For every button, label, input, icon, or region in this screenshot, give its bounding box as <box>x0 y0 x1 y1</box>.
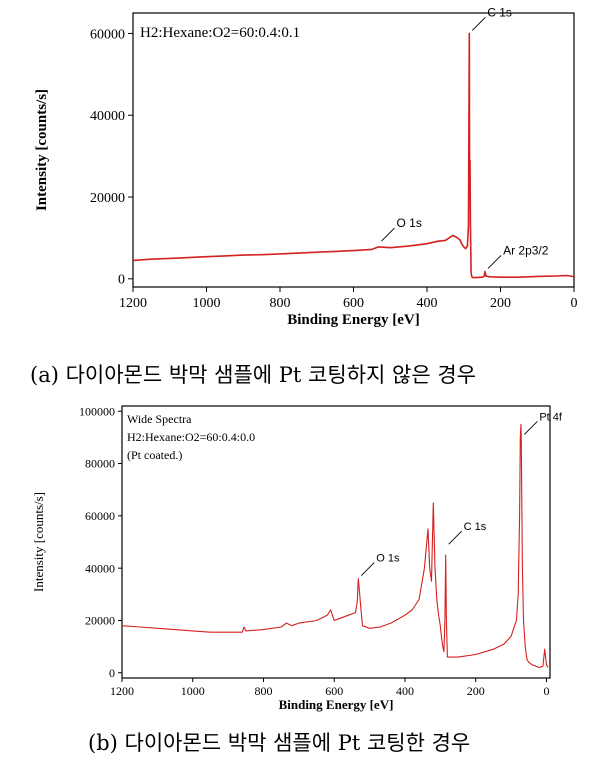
chart-b-peak-labels: Pt 4f C 1s O 1s <box>360 411 563 576</box>
x-tick-label: 0 <box>543 684 549 698</box>
y-tick-label: 20000 <box>90 191 125 206</box>
peak-leader-line <box>381 227 395 242</box>
peak-leader-line <box>524 421 538 435</box>
chart-b-series-line <box>121 423 549 669</box>
chart-a-y-ticks: 0 20000 40000 60000 <box>90 27 133 288</box>
peak-leader-line <box>360 562 375 576</box>
x-tick-label: 1200 <box>110 684 134 698</box>
x-tick-label: 400 <box>417 296 438 311</box>
peak-label: O 1s <box>376 553 400 565</box>
peak-leader-line <box>471 17 486 31</box>
chart-b-plot-frame <box>121 405 551 679</box>
chart-a-peak-labels: C 1s O 1s Ar 2p3/2 <box>381 5 549 269</box>
peak-leader-line <box>487 255 502 269</box>
x-tick-label: 400 <box>396 684 414 698</box>
x-tick-label: 0 <box>571 296 578 311</box>
y-tick-label: 0 <box>109 666 115 680</box>
y-tick-label: 60000 <box>85 509 115 523</box>
caption-b: (b) 다이아몬드 박막 샘플에 Pt 코팅한 경우 <box>88 731 470 755</box>
x-tick-label: 800 <box>270 296 291 311</box>
chart-a-series-line <box>132 32 575 279</box>
peak-label: C 1s <box>464 521 487 533</box>
caption-a: (a) 다이아몬드 박막 샘플에 Pt 코팅하지 않은 경우 <box>30 363 476 387</box>
chart-b-annotation-line: Wide Spectra <box>127 412 192 426</box>
y-tick-label: 40000 <box>90 109 125 124</box>
chart-a: 1200 1000 800 600 400 200 0 0 20000 40000 60000 C… <box>34 5 578 328</box>
chart-a-y-axis-label: Intensity [counts/s] <box>34 89 50 211</box>
y-tick-label: 60000 <box>90 27 125 42</box>
chart-a-x-ticks: 1200 1000 800 600 400 200 0 <box>119 287 578 311</box>
x-tick-label: 1000 <box>193 296 221 311</box>
peak-leader-line <box>448 530 462 545</box>
x-tick-label: 600 <box>325 684 343 698</box>
x-tick-label: 600 <box>343 296 364 311</box>
y-tick-label: 40000 <box>85 561 115 575</box>
x-tick-label: 1200 <box>119 296 147 311</box>
y-tick-label: 0 <box>118 273 125 288</box>
chart-b-x-ticks: 1200 1000 800 600 400 200 0 <box>110 678 549 698</box>
y-tick-label: 80000 <box>85 457 115 471</box>
x-tick-label: 1000 <box>181 684 205 698</box>
chart-b-annotation-line: (Pt coated.) <box>127 448 182 462</box>
peak-label: C 1s <box>487 5 512 19</box>
chart-b-y-axis-label: Intensity [counts/s] <box>31 492 46 592</box>
chart-b: 1200 1000 800 600 400 200 0 0 20000 40000 60000 80… <box>31 404 563 712</box>
chart-b-annotation-line: H2:Hexane:O2=60:0.4:0.0 <box>127 430 255 444</box>
x-tick-label: 200 <box>467 684 485 698</box>
y-tick-label: 100000 <box>79 404 115 418</box>
chart-a-annotation: H2:Hexane:O2=60:0.4:0.1 <box>140 25 300 41</box>
chart-b-annotation: Wide Spectra H2:Hexane:O2=60:0.4:0.0 (Pt… <box>127 412 255 462</box>
chart-a-x-axis-label: Binding Energy [eV] <box>287 312 420 328</box>
peak-label: Ar 2p3/2 <box>503 243 549 257</box>
peak-label: O 1s <box>396 216 421 230</box>
peak-label: Pt 4f <box>539 411 563 423</box>
x-tick-label: 200 <box>490 296 511 311</box>
chart-b-y-ticks: 0 20000 40000 60000 80000 100000 <box>79 404 122 680</box>
y-tick-label: 20000 <box>85 614 115 628</box>
x-tick-label: 800 <box>254 684 272 698</box>
chart-b-x-axis-label: Binding Energy [eV] <box>279 697 394 712</box>
